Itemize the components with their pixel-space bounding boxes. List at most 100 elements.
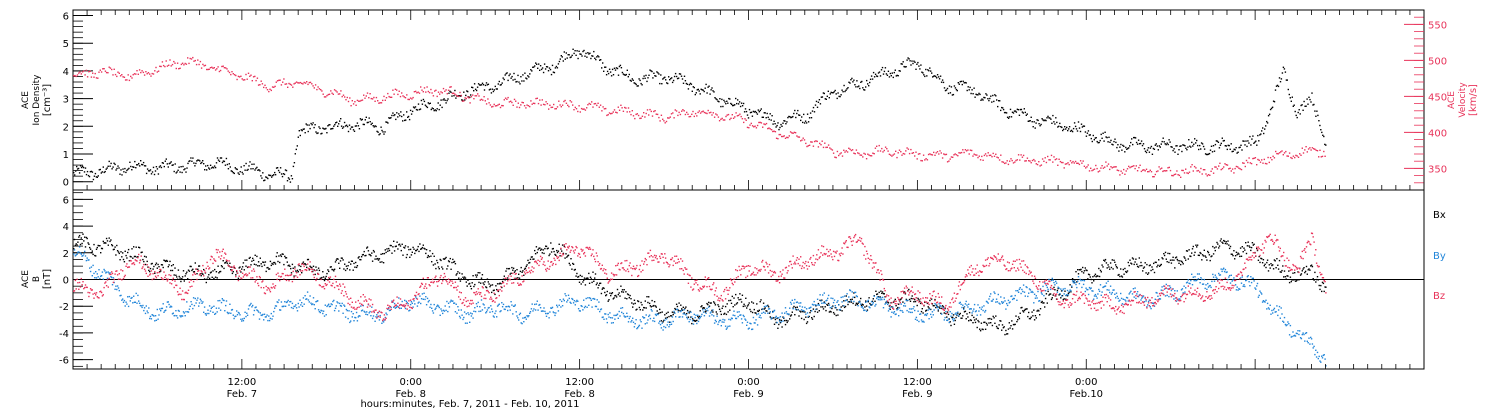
- velocity-point: [1155, 170, 1158, 173]
- bx-point: [355, 261, 357, 264]
- density-point: [472, 86, 474, 89]
- bx-point: [962, 315, 964, 317]
- density-point: [1000, 109, 1002, 112]
- velocity-point: [382, 99, 384, 102]
- by-point: [409, 309, 411, 311]
- by-point: [581, 305, 583, 308]
- by-point: [643, 317, 646, 319]
- density-point: [1040, 123, 1042, 126]
- by-point: [642, 316, 644, 318]
- by-point: [603, 318, 605, 320]
- bx-point: [346, 267, 348, 270]
- bx-point: [283, 263, 285, 266]
- velocity-point: [697, 111, 699, 114]
- velocity-point: [977, 156, 979, 159]
- by-point: [185, 311, 187, 313]
- bx-point: [487, 281, 489, 283]
- by-point: [225, 300, 228, 302]
- density-point: [106, 167, 108, 169]
- bx-point: [989, 317, 991, 320]
- by-point: [313, 304, 315, 306]
- density-point: [1130, 141, 1132, 144]
- bx-point: [885, 301, 887, 304]
- velocity-point: [290, 84, 293, 86]
- bx-point: [800, 311, 802, 313]
- velocity-point: [1188, 171, 1191, 173]
- bx-point: [1017, 319, 1019, 321]
- density-point: [970, 92, 972, 95]
- by-point: [239, 314, 241, 316]
- by-point: [136, 302, 138, 304]
- velocity-point: [131, 77, 133, 79]
- density-point: [404, 119, 406, 122]
- bx-point: [395, 245, 397, 247]
- velocity-point: [1224, 163, 1226, 165]
- bx-point: [603, 287, 605, 290]
- by-point: [377, 316, 379, 318]
- bx-point: [946, 311, 949, 313]
- density-point: [750, 111, 753, 113]
- velocity-point: [506, 98, 508, 100]
- velocity-point: [1196, 170, 1198, 172]
- bx-point: [371, 252, 373, 254]
- density-point: [974, 96, 976, 98]
- by-point: [491, 308, 493, 310]
- density-point: [895, 75, 897, 77]
- density-point: [1267, 115, 1270, 117]
- density-point: [494, 85, 496, 88]
- bx-point: [1257, 259, 1260, 261]
- by-point: [82, 254, 84, 257]
- density-point: [793, 112, 795, 115]
- bx-point: [1030, 316, 1032, 318]
- velocity-point: [1276, 152, 1278, 155]
- by-point: [374, 320, 376, 322]
- bx-point: [109, 240, 111, 243]
- by-point: [779, 316, 782, 318]
- velocity-point: [293, 83, 295, 85]
- density-point: [350, 126, 353, 128]
- bx-point: [1043, 302, 1045, 304]
- by-point: [244, 311, 246, 313]
- bx-point: [182, 270, 185, 272]
- velocity-point: [663, 120, 665, 122]
- by-point: [834, 305, 836, 307]
- velocity-point: [1242, 162, 1244, 164]
- bx-point: [854, 304, 857, 306]
- by-point: [189, 305, 191, 307]
- density-point: [531, 70, 533, 72]
- by-point: [436, 304, 439, 306]
- velocity-point: [862, 156, 864, 158]
- density-point: [225, 157, 228, 160]
- density-point: [925, 68, 927, 71]
- density-point: [923, 74, 925, 76]
- by-point: [333, 299, 335, 302]
- bx-point: [1313, 279, 1315, 281]
- by-point: [561, 305, 564, 307]
- bx-point: [936, 304, 938, 306]
- bx-point: [1117, 274, 1119, 276]
- by-point: [641, 327, 643, 329]
- by-point: [470, 315, 473, 317]
- bx-point: [762, 302, 765, 304]
- by-point: [918, 320, 920, 323]
- velocity-point: [127, 74, 129, 76]
- density-point: [990, 95, 992, 97]
- velocity-point: [737, 114, 740, 117]
- velocity-point: [447, 89, 450, 91]
- bx-point: [316, 269, 318, 271]
- by-point: [933, 309, 935, 311]
- velocity-point: [209, 67, 212, 69]
- bx-point: [675, 303, 678, 305]
- bx-point: [668, 315, 670, 318]
- bx-point: [525, 265, 527, 268]
- by-point: [754, 322, 756, 324]
- velocity-point: [902, 152, 904, 155]
- density-point: [1044, 119, 1046, 121]
- by-point: [854, 291, 857, 294]
- by-point: [594, 305, 597, 308]
- by-point: [693, 313, 695, 316]
- by-point: [572, 298, 574, 301]
- by-point: [130, 297, 132, 299]
- density-point: [936, 77, 938, 79]
- density-point: [708, 85, 710, 87]
